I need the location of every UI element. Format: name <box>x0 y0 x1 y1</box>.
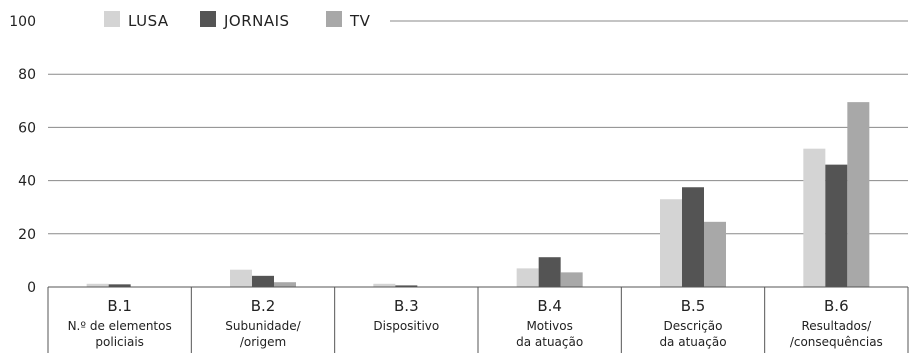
bar-lusa-b1 <box>86 283 109 287</box>
category-code-label: B.4 <box>537 297 562 315</box>
legend-label-lusa: LUSA <box>128 12 169 30</box>
category-code-label: B.1 <box>107 297 132 315</box>
y-tick-label-40: 40 <box>18 174 36 190</box>
category-code-label: B.6 <box>824 297 849 315</box>
bar-lusa-b4 <box>516 268 539 287</box>
bar-tv-b6 <box>847 102 870 287</box>
y-tick-label-20: 20 <box>18 227 36 243</box>
legend-label-tv: TV <box>349 12 371 30</box>
legend-label-jornais: JORNAIS <box>223 12 290 30</box>
bar-tv-b4 <box>560 272 583 287</box>
y-axis-ticks: 0 20 40 60 80 100 <box>9 14 36 296</box>
y-tick-label-80: 80 <box>18 67 36 83</box>
bar-jornais-b4 <box>538 257 561 287</box>
bar-tv-b2 <box>274 282 296 287</box>
x-axis: B.1 N.º de elementos policiais B.2 Subunidad… <box>47 286 909 353</box>
bar-jornais-b1 <box>108 284 131 287</box>
legend-swatch-lusa <box>104 11 120 27</box>
legend: LUSA JORNAIS TV <box>104 11 371 30</box>
bar-jornais-b2 <box>252 275 274 287</box>
bar-lusa-b2 <box>230 269 252 287</box>
category-description-label: policiais <box>95 335 144 349</box>
legend-swatch-tv <box>326 11 342 27</box>
category-code-label: B.3 <box>394 297 419 315</box>
bar-jornais-b6 <box>825 164 848 287</box>
y-tick-label-60: 60 <box>18 120 36 136</box>
category-description-label: /consequências <box>790 335 883 349</box>
legend-background <box>98 11 390 31</box>
category-description-label: da atuação <box>516 335 583 349</box>
legend-swatch-jornais <box>200 11 216 27</box>
category-description-label: /origem <box>240 335 286 349</box>
y-tick-label-100: 100 <box>9 14 36 30</box>
category-code-label: B.5 <box>681 297 706 315</box>
bar-lusa-b3 <box>373 283 396 287</box>
category-description-label: Dispositivo <box>373 319 439 333</box>
bar-lusa-b6 <box>803 148 826 287</box>
bar-lusa-b5 <box>660 199 682 287</box>
bar-tv-b5 <box>704 221 726 287</box>
category-description-label: N.º de elementos <box>68 319 172 333</box>
gridlines <box>48 11 908 235</box>
category-description-label: da atuação <box>659 335 726 349</box>
category-description-label: Resultados/ <box>801 319 872 333</box>
bars <box>86 102 870 287</box>
bar-jornais-b3 <box>395 285 418 287</box>
category-description-label: Descrição <box>663 319 722 333</box>
category-description-label: Subunidade/ <box>225 319 301 333</box>
y-tick-label-0: 0 <box>27 280 36 296</box>
category-code-label: B.2 <box>251 297 276 315</box>
bar-jornais-b5 <box>682 187 704 287</box>
category-description-label: Motivos <box>526 319 572 333</box>
